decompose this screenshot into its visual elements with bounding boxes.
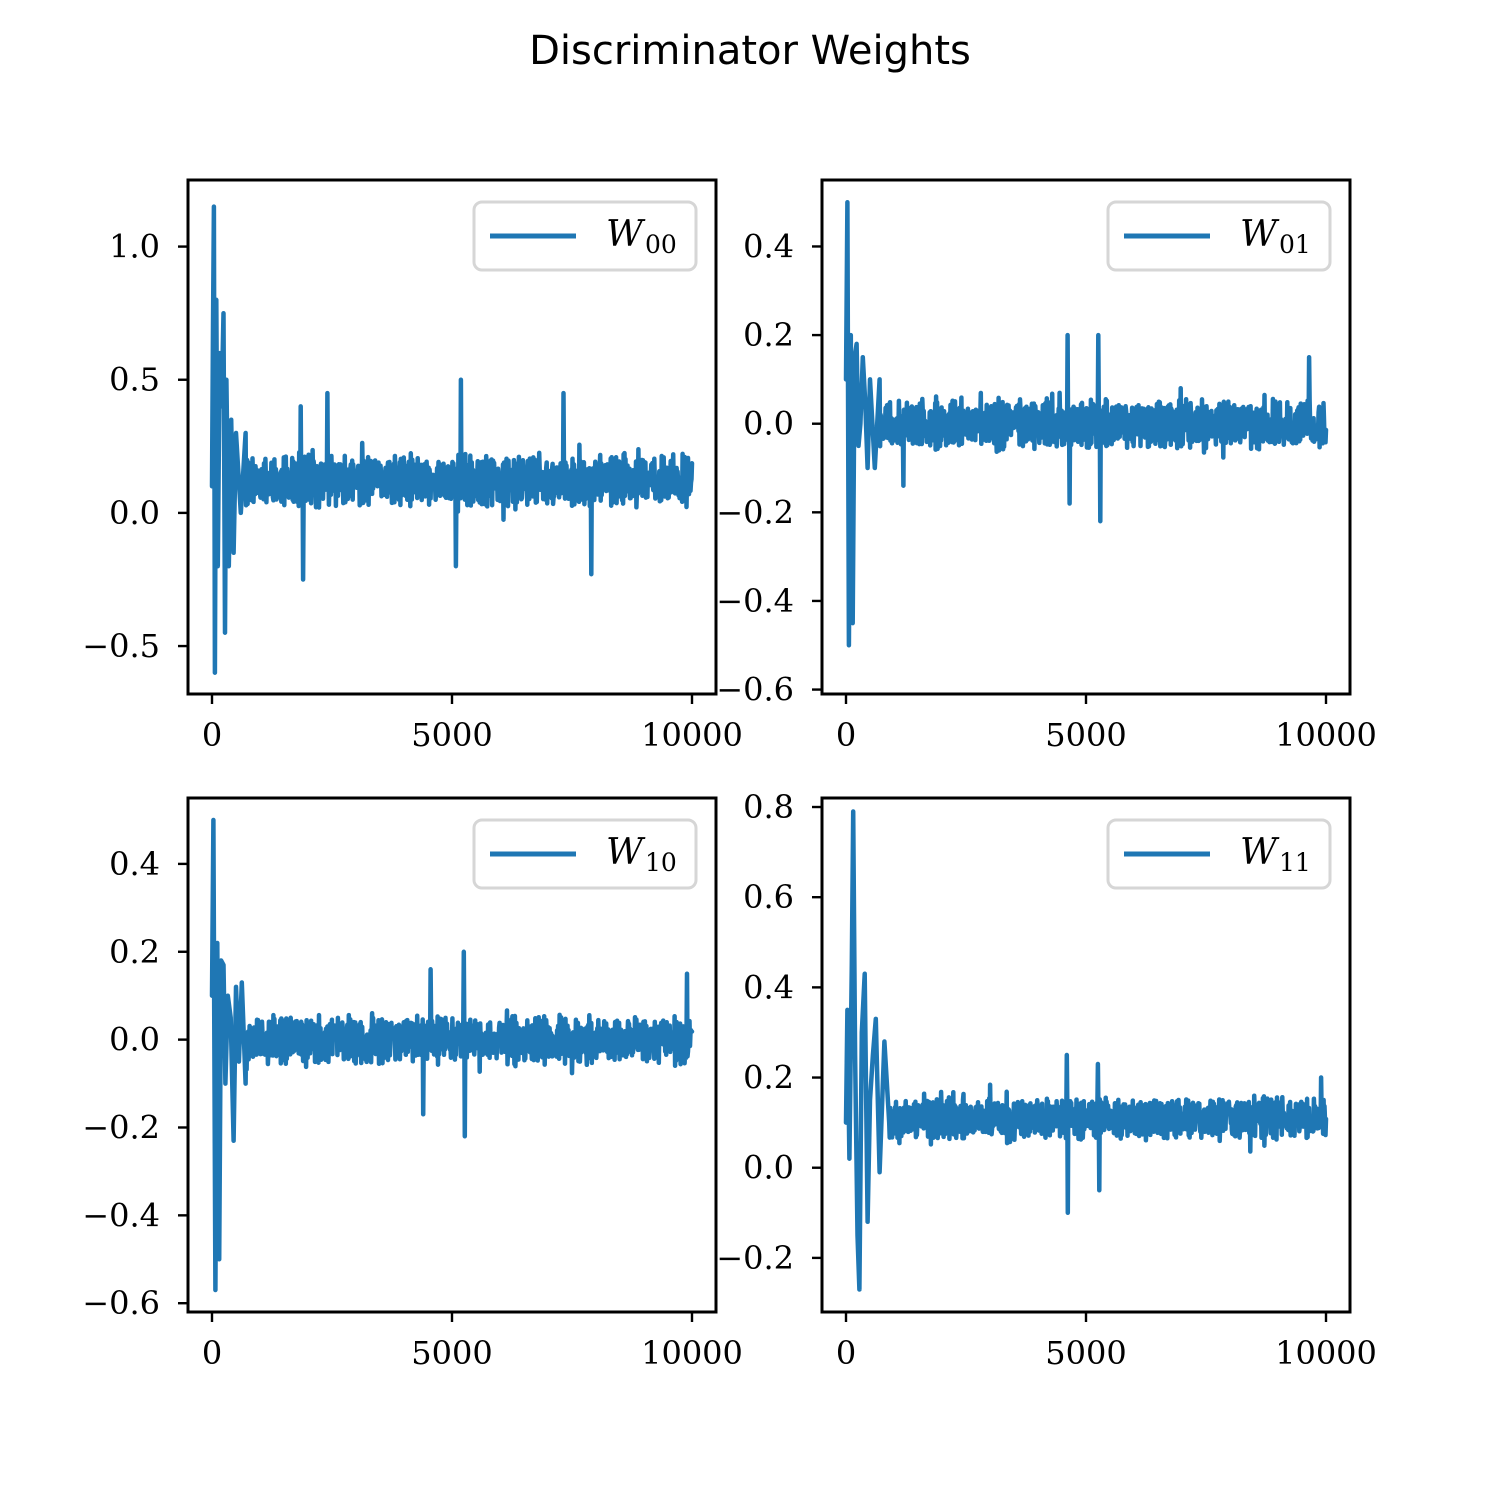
legend-label-subscript: 00 <box>645 230 677 259</box>
y-tick-label: 0.0 <box>743 1149 794 1187</box>
y-tick-label: −0.4 <box>82 1196 160 1234</box>
y-tick-label: 0.6 <box>743 878 794 916</box>
subplot-w00: 0 5000 10000 −0.5 0.0 0.5 1.0 W00 <box>82 180 743 754</box>
y-tick-label: 0.2 <box>109 933 160 971</box>
y-tick-label: 0.2 <box>743 1059 794 1097</box>
legend: W10 <box>474 820 696 888</box>
x-tick-label: 0 <box>836 716 856 754</box>
y-tick-label: −0.2 <box>716 1239 794 1277</box>
series-line <box>212 820 692 1290</box>
y-tick-label: 1.0 <box>109 228 160 266</box>
y-tick-label: 0.0 <box>109 1021 160 1059</box>
subplot-w11: 0 5000 10000 −0.2 0.0 0.2 0.4 0.6 0.8 W11 <box>716 788 1377 1372</box>
series-line <box>212 207 692 673</box>
y-tick-label: 0.4 <box>743 227 794 265</box>
legend-label-base: W <box>1240 214 1280 255</box>
figure-title: Discriminator Weights <box>529 28 971 74</box>
y-tick-label: −0.2 <box>82 1108 160 1146</box>
y-tick-label: 0.0 <box>743 405 794 443</box>
x-tick-label: 10000 <box>641 1334 743 1372</box>
legend-label-base: W <box>606 214 646 255</box>
legend-label-subscript: 10 <box>645 848 677 877</box>
legend: W01 <box>1108 202 1330 270</box>
y-tick-label: −0.6 <box>716 671 794 709</box>
y-tick-label: 0.5 <box>109 361 160 399</box>
x-tick-label: 5000 <box>1045 716 1126 754</box>
legend: W00 <box>474 202 696 270</box>
legend-label-base: W <box>606 832 646 873</box>
x-tick-label: 5000 <box>1045 1334 1126 1372</box>
y-tick-label: 0.2 <box>743 316 794 354</box>
y-tick-label: 0.4 <box>743 968 794 1006</box>
y-tick-label: −0.4 <box>716 582 794 620</box>
y-tick-label: −0.5 <box>82 627 160 665</box>
legend-label-base: W <box>1240 832 1280 873</box>
y-tick-label: −0.2 <box>716 493 794 531</box>
x-tick-label: 5000 <box>411 716 492 754</box>
x-tick-label: 10000 <box>1275 1334 1377 1372</box>
legend-label-subscript: 01 <box>1279 230 1311 259</box>
x-tick-label: 0 <box>202 1334 222 1372</box>
x-tick-label: 5000 <box>411 1334 492 1372</box>
subplot-w01: 0 5000 10000 −0.6 −0.4 −0.2 0.0 0.2 0.4 W01 <box>716 180 1377 754</box>
x-tick-label: 0 <box>202 716 222 754</box>
x-tick-label: 10000 <box>641 716 743 754</box>
y-tick-label: 0.4 <box>109 845 160 883</box>
x-tick-label: 10000 <box>1275 716 1377 754</box>
legend-label-subscript: 11 <box>1279 848 1311 877</box>
x-tick-label: 0 <box>836 1334 856 1372</box>
legend: W11 <box>1108 820 1330 888</box>
y-tick-label: 0.0 <box>109 494 160 532</box>
y-tick-label: −0.6 <box>82 1284 160 1322</box>
y-tick-label: 0.8 <box>743 788 794 826</box>
subplot-w10: 0 5000 10000 −0.6 −0.4 −0.2 0.0 0.2 0.4 W10 <box>82 798 743 1372</box>
